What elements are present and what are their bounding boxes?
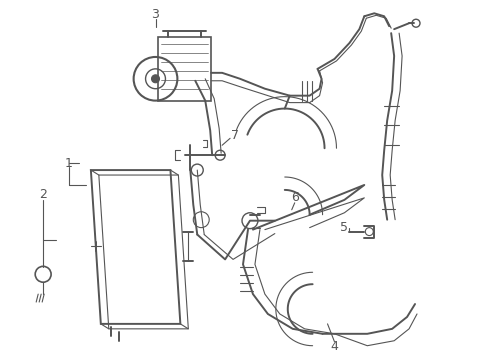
Text: 2: 2	[39, 188, 47, 201]
Text: 7: 7	[231, 129, 239, 142]
Text: 6: 6	[291, 192, 298, 204]
Text: 5: 5	[341, 221, 348, 234]
Text: 1: 1	[65, 157, 73, 170]
Text: 3: 3	[151, 8, 159, 21]
Text: 4: 4	[331, 340, 339, 353]
Circle shape	[151, 75, 159, 83]
